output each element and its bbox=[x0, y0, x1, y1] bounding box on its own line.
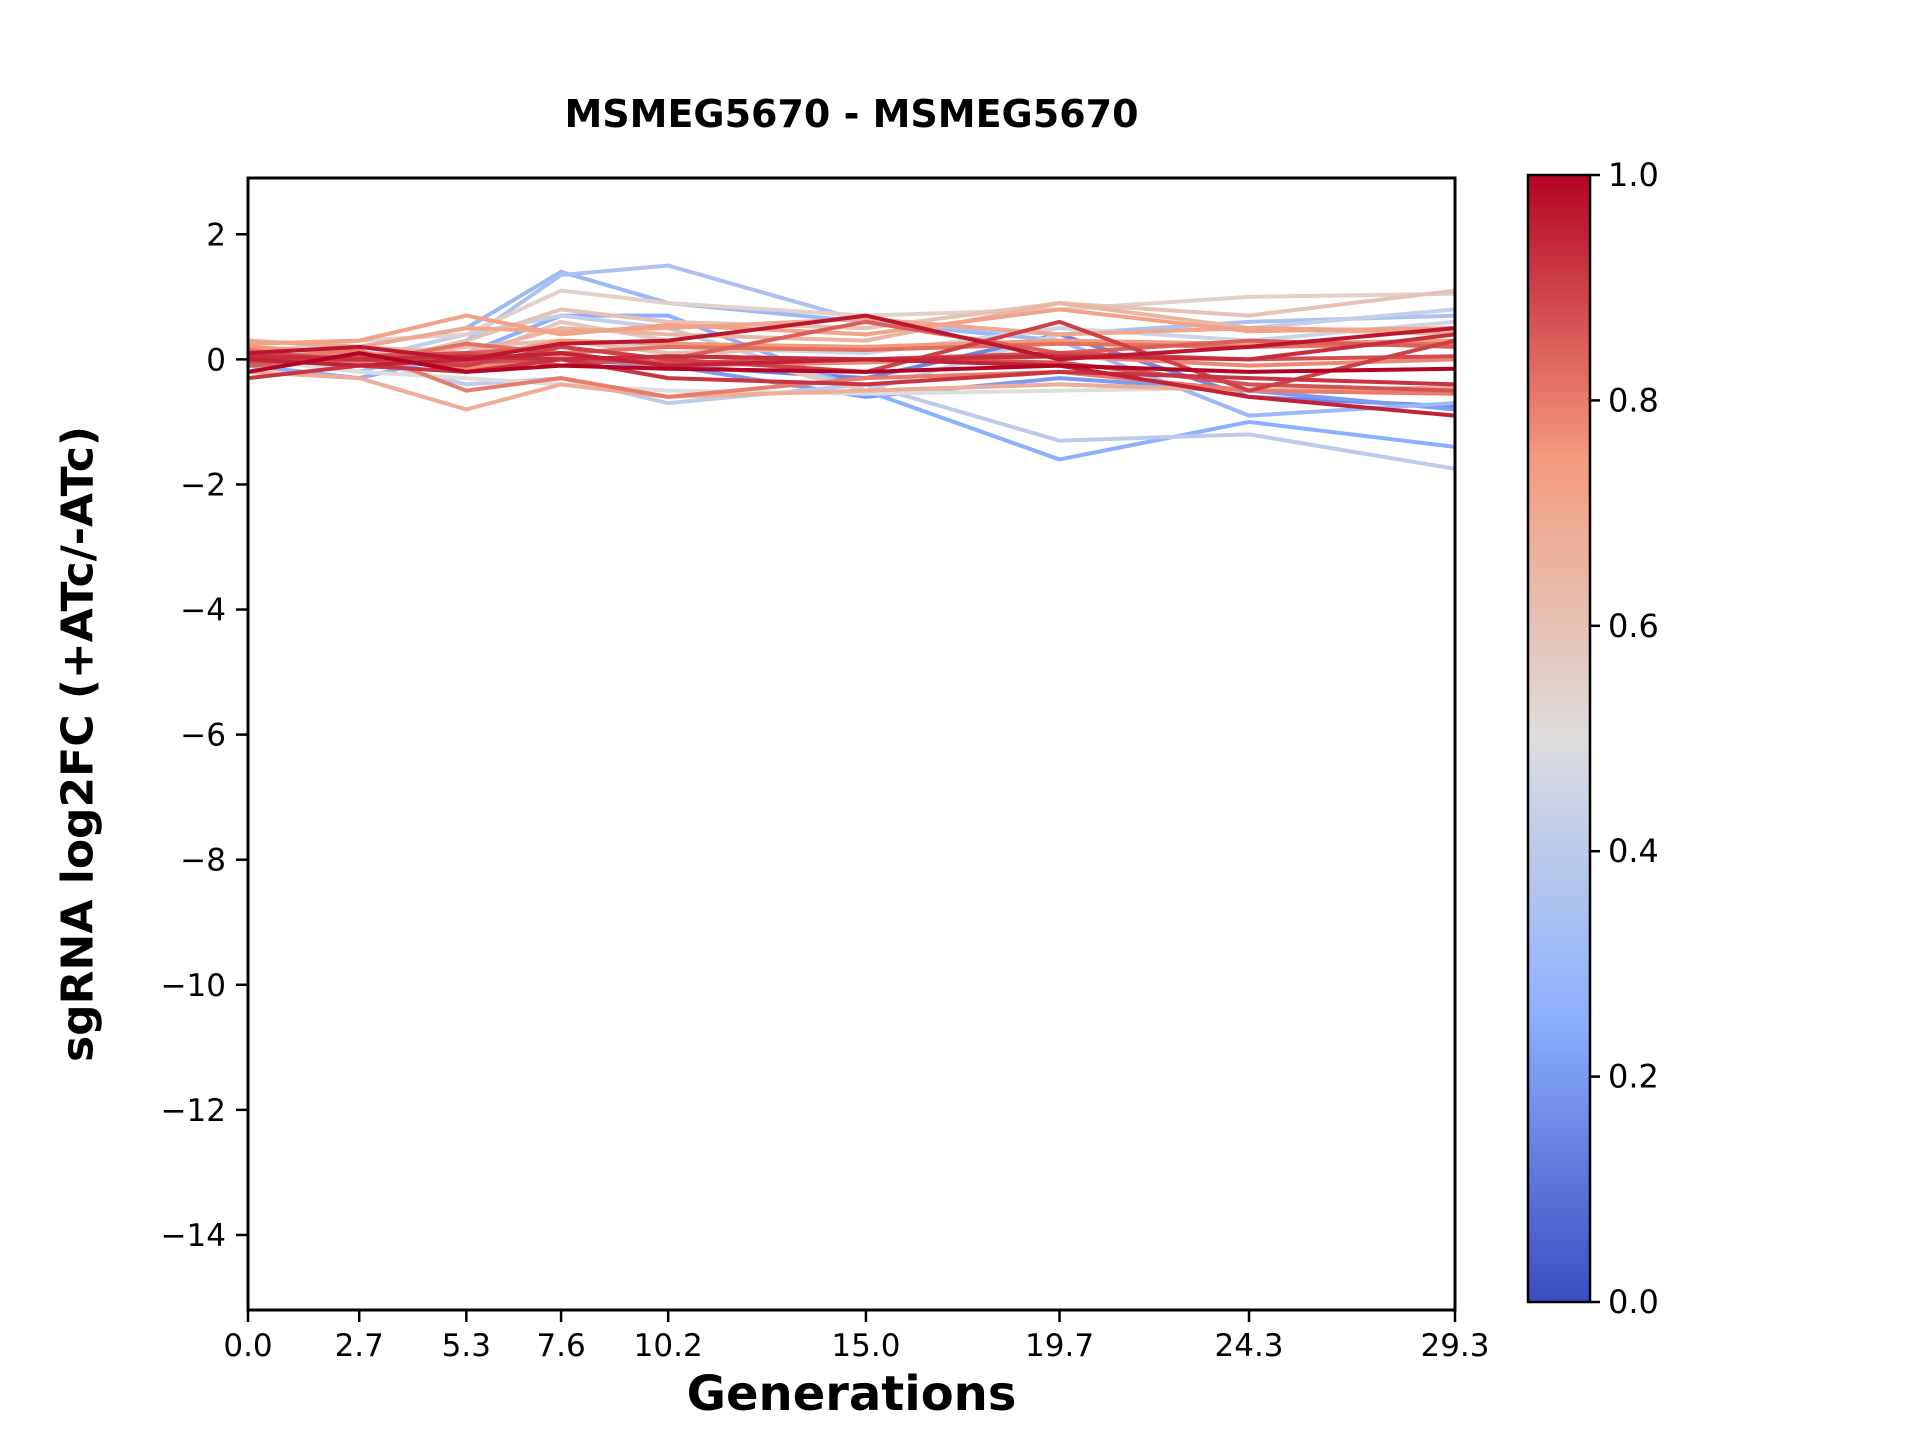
series-line bbox=[248, 301, 1455, 368]
series-line bbox=[248, 316, 1455, 349]
y-tick-label: 2 bbox=[206, 217, 226, 253]
y-tick-label: −14 bbox=[161, 1218, 226, 1254]
x-tick-label: 0.0 bbox=[223, 1328, 272, 1364]
y-tick-label: 0 bbox=[206, 342, 226, 378]
y-tick-label: −2 bbox=[180, 467, 226, 503]
series-line bbox=[248, 351, 1455, 374]
series-line bbox=[248, 313, 1455, 362]
x-tick-label: 24.3 bbox=[1215, 1328, 1284, 1364]
series-line bbox=[248, 313, 1455, 462]
colorbar-tick-label: 1.0 bbox=[1608, 156, 1659, 194]
y-tick-label: −10 bbox=[161, 968, 226, 1004]
colorbar-tick-label: 0.4 bbox=[1608, 832, 1659, 870]
y-tick-label: −12 bbox=[161, 1093, 226, 1129]
colorbar-tick-label: 0.0 bbox=[1608, 1283, 1659, 1321]
x-tick-label: 7.6 bbox=[536, 1328, 585, 1364]
colorbar-tick-label: 0.8 bbox=[1608, 381, 1659, 419]
colorbar-tick-label: 0.2 bbox=[1608, 1058, 1659, 1096]
x-tick-label: 15.0 bbox=[831, 1328, 900, 1364]
axes-spines bbox=[246, 176, 1457, 1312]
series-line bbox=[248, 288, 1455, 356]
colorbar bbox=[1526, 173, 1592, 1304]
chart-title: MSMEG5670 - MSMEG5670 bbox=[564, 92, 1139, 136]
series-line bbox=[248, 319, 1455, 393]
y-axis-label: sgRNA log2FC (+ATc/-ATc) bbox=[52, 425, 104, 1063]
x-tick-label: 2.7 bbox=[335, 1328, 384, 1364]
series-line bbox=[248, 307, 1455, 346]
x-tick-label: 10.2 bbox=[634, 1328, 703, 1364]
x-axis-label: Generations bbox=[686, 1366, 1017, 1422]
y-tick-label: −6 bbox=[180, 718, 226, 754]
x-tick-label: 19.7 bbox=[1025, 1328, 1094, 1364]
y-tick-label: −8 bbox=[180, 843, 226, 879]
y-tick-label: −4 bbox=[180, 593, 226, 629]
x-tick-label: 5.3 bbox=[442, 1328, 491, 1364]
colorbar-tick-label: 0.6 bbox=[1608, 607, 1659, 645]
series-line bbox=[248, 351, 1455, 418]
x-tick-label: 29.3 bbox=[1420, 1328, 1489, 1364]
series-line bbox=[248, 357, 1455, 387]
series-lines bbox=[248, 263, 1455, 471]
